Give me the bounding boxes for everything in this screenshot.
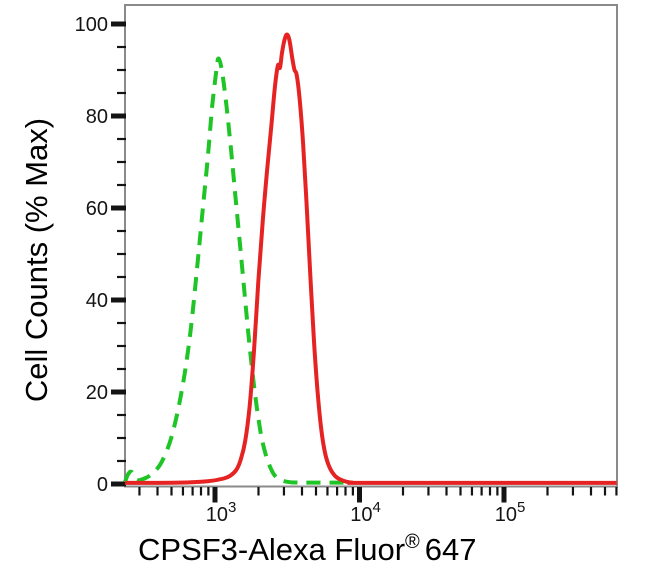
series-red-solid-curve bbox=[124, 32, 617, 485]
x-tick-label-base: 10 bbox=[350, 504, 372, 526]
plot-border bbox=[124, 4, 618, 488]
x-tick-label-exponent: 5 bbox=[517, 499, 525, 516]
y-tick-label: 100 bbox=[75, 14, 108, 36]
x-tick-label: 103 bbox=[206, 499, 237, 526]
y-tick-label: 0 bbox=[97, 474, 108, 496]
y-tick-label: 40 bbox=[86, 290, 108, 312]
y-axis-title: Cell Counts (% Max) bbox=[19, 118, 54, 402]
x-axis-title-suffix: 647 bbox=[425, 532, 477, 567]
x-tick-label-exponent: 3 bbox=[228, 499, 236, 516]
x-tick-label-base: 10 bbox=[206, 504, 228, 526]
x-tick-label-base: 10 bbox=[495, 504, 517, 526]
registered-trademark-symbol: ® bbox=[405, 531, 420, 553]
x-tick-label: 105 bbox=[495, 499, 526, 526]
y-tick-label: 20 bbox=[86, 382, 108, 404]
curve-series bbox=[123, 32, 617, 485]
x-axis-title: CPSF3-Alexa Fluor® 647 bbox=[138, 531, 477, 567]
axis-ticks bbox=[111, 21, 618, 503]
x-tick-label: 104 bbox=[350, 499, 381, 526]
series-green-dashed-curve bbox=[123, 56, 346, 485]
x-axis-title-text: CPSF3-Alexa Fluor bbox=[138, 532, 405, 567]
y-tick-label: 80 bbox=[86, 106, 108, 128]
x-tick-label-exponent: 4 bbox=[372, 499, 380, 516]
plot-box-outline bbox=[124, 4, 618, 488]
y-tick-label: 60 bbox=[86, 198, 108, 220]
